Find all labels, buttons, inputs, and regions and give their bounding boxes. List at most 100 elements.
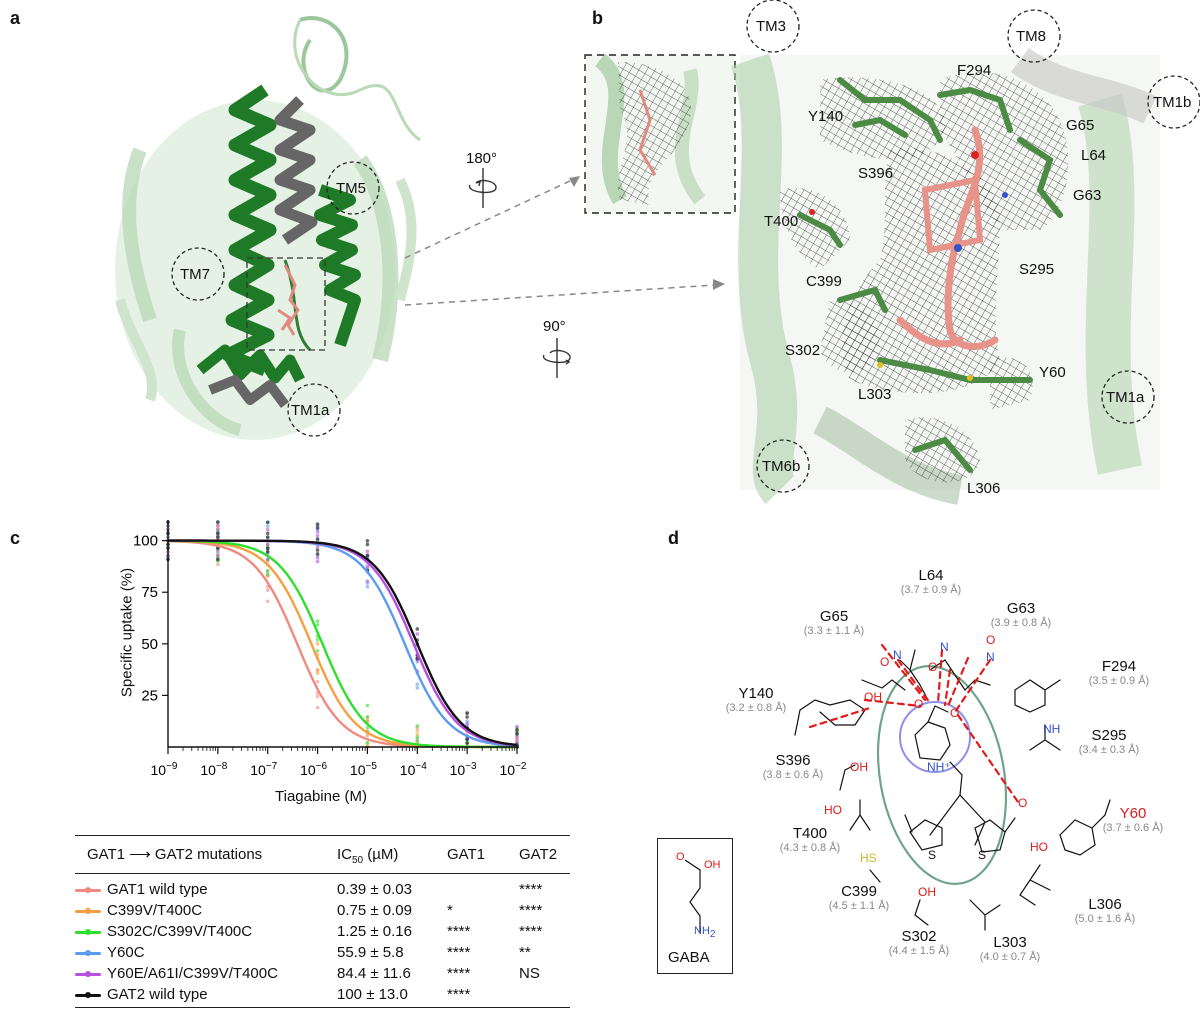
panel-label-c: c <box>10 528 21 548</box>
atom-hs-c399: HS <box>860 851 877 865</box>
residue-y60-b: Y60 <box>1039 364 1066 381</box>
tm8-circle <box>1007 9 1061 63</box>
data-point <box>315 533 320 538</box>
data-point <box>265 531 270 536</box>
ic50-value: 0.39 ± 0.03 <box>337 881 412 898</box>
data-point <box>265 524 270 528</box>
data-point <box>216 553 220 558</box>
series-curve <box>168 539 517 749</box>
data-point <box>465 711 469 716</box>
data-point <box>515 736 519 740</box>
gat2-significance: **** <box>519 902 543 919</box>
data-point <box>365 733 370 738</box>
header-gat2: GAT2 <box>519 846 558 863</box>
data-point <box>315 705 320 710</box>
gat1-significance: **** <box>447 965 471 982</box>
data-point <box>315 526 320 530</box>
data-point <box>315 671 320 676</box>
gat1-significance: * <box>447 902 453 919</box>
legend-swatch <box>75 992 101 998</box>
data-point <box>315 641 320 646</box>
x-tick-label: 10−3 <box>450 761 477 778</box>
residue-s302-b: S302 <box>785 342 821 359</box>
x-tick-label: 10−9 <box>151 761 178 778</box>
data-point <box>365 564 370 569</box>
chart-ticks: 25 50 75 100 10−9 10−8 10−7 10−6 10−5 10−4 10−3 10−… <box>133 533 527 778</box>
interaction-diagram-d <box>794 643 1111 931</box>
data-point <box>365 539 370 543</box>
gaba-label: GABA <box>668 949 710 966</box>
data-point <box>265 527 270 532</box>
residue-g65-d: G65 (3.3 ± 1.1 Å) <box>803 608 865 637</box>
data-point <box>515 739 519 744</box>
series-curve <box>168 539 518 748</box>
series-curve <box>168 539 518 747</box>
data-point <box>315 530 320 534</box>
residue-y140-b: Y140 <box>808 108 844 125</box>
residue-g65-b: G65 <box>1066 117 1095 134</box>
gat2-significance: **** <box>519 881 543 898</box>
gaba-nh2: NH2 <box>694 925 716 941</box>
data-point <box>515 724 519 729</box>
atom-o-carboxyl-2: O <box>950 706 960 720</box>
atom-nh-g63: N <box>986 650 995 664</box>
gat2-significance: ** <box>519 944 531 961</box>
ic50-value: 100 ± 13.0 <box>337 986 408 1003</box>
residue-y60-d: Y60 (3.7 ± 0.6 Å) <box>1102 805 1164 834</box>
data-point <box>216 550 220 554</box>
data-point <box>315 556 320 560</box>
residue-l64-b: L64 <box>1081 147 1107 164</box>
data-point <box>515 728 519 732</box>
atom-ho-t400: HO <box>824 803 842 817</box>
data-point <box>216 527 220 532</box>
data-point <box>415 632 420 636</box>
data-point <box>265 542 270 547</box>
table-header-rule <box>75 873 570 874</box>
atom-oh-s302: OH <box>918 885 936 899</box>
header-ic50: IC50 (µM) <box>337 846 399 866</box>
atom-nh-plus: NH⁺ <box>927 760 951 774</box>
mutation-name: Y60C <box>107 944 145 961</box>
data-point <box>465 721 469 726</box>
data-point <box>315 544 320 549</box>
rotation-90-icon <box>542 338 571 378</box>
table-bottom-rule <box>75 1007 570 1008</box>
data-point <box>515 732 519 736</box>
data-point <box>265 557 270 562</box>
data-point <box>415 728 420 733</box>
data-point <box>216 562 220 567</box>
data-point <box>365 542 370 547</box>
tm1a-label-b: TM1a <box>1106 389 1145 406</box>
data-point <box>265 599 270 604</box>
data-point <box>365 579 370 583</box>
legend-swatch <box>75 950 101 956</box>
y-tick-label: 100 <box>133 533 158 550</box>
data-point <box>365 553 370 558</box>
ic50-value: 55.9 ± 5.8 <box>337 944 404 961</box>
panel-label-a: a <box>10 8 21 28</box>
data-point <box>265 572 270 577</box>
data-point <box>315 667 320 672</box>
tm3-label: TM3 <box>756 18 786 35</box>
data-point <box>365 725 370 730</box>
data-point <box>315 537 320 541</box>
atom-oh-s396: OH <box>850 760 868 774</box>
data-point <box>265 520 270 525</box>
density-map-b <box>584 0 1200 505</box>
data-point <box>365 740 370 745</box>
residue-l306-b: L306 <box>967 480 1001 497</box>
atom-s-thiophene-1: S <box>928 848 937 862</box>
y-tick-label: 50 <box>141 636 158 653</box>
gat2-significance: **** <box>519 923 543 940</box>
residue-s396-d: S396 (3.8 ± 0.6 Å) <box>762 752 824 781</box>
legend-swatch <box>75 971 101 977</box>
gaba-o: O <box>676 851 685 863</box>
tm1a-circle-b <box>1101 370 1155 424</box>
residue-t400-b: T400 <box>764 213 799 230</box>
residue-g63-d: G63 (3.9 ± 0.8 Å) <box>990 600 1052 629</box>
data-point <box>265 546 270 551</box>
rotation-180-icon <box>468 168 497 208</box>
data-point <box>315 559 320 564</box>
legend-swatch <box>75 908 101 914</box>
data-point <box>465 737 469 742</box>
